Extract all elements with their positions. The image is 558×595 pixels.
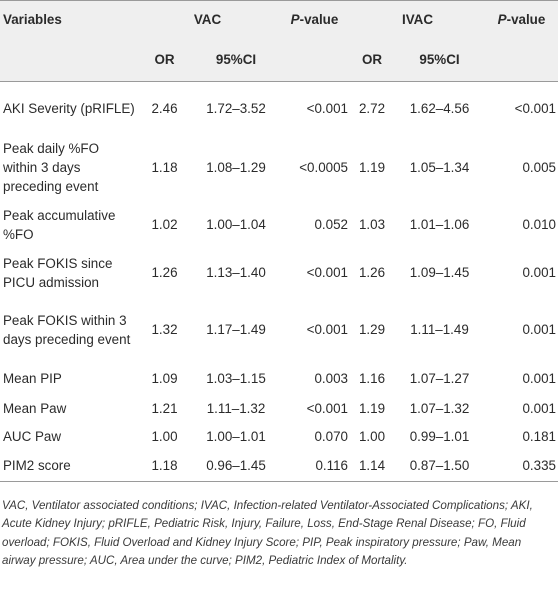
cell-ivac-ci: 1.05–1.34 bbox=[409, 160, 470, 175]
cell-vac-ci: 0.96–1.45 bbox=[193, 449, 279, 482]
table-row: PIM2 score 1.18 0.96–1.45 0.116 1.14 0.8… bbox=[0, 449, 558, 482]
cell-vac-ci: 1.03–1.15 bbox=[206, 371, 266, 386]
table-row: AUC Paw 1.00 1.00–1.01 0.070 1.00 0.99–1… bbox=[0, 423, 558, 450]
table-header: Variables VAC P-value IVAC P-value OR 95… bbox=[0, 0, 558, 82]
cell-vac-or: 1.02 bbox=[151, 217, 178, 232]
cell-ivac-ci: 1.11–1.49 bbox=[410, 322, 469, 337]
cell-ivac-p: 0.001 bbox=[522, 401, 556, 416]
odds-ratio-table: Variables VAC P-value IVAC P-value OR 95… bbox=[0, 0, 558, 482]
cell-vac-p: 0.052 bbox=[314, 217, 348, 232]
cell-ivac-p: <0.001 bbox=[514, 100, 556, 116]
cell-vac-ci: 1.00–1.01 bbox=[206, 428, 266, 444]
cell-ivac-p: 0.005 bbox=[522, 160, 556, 175]
table-row: Peak FOKIS since PICU admission 1.26 1.1… bbox=[0, 249, 558, 297]
header-empty-2 bbox=[279, 37, 350, 82]
cell-vac-or: 1.18 bbox=[136, 449, 193, 482]
cell-ivac-p: 0.001 bbox=[522, 371, 556, 386]
cell-ivac-ci: 1.07–1.32 bbox=[409, 401, 470, 416]
header-ivac-p-rest: -value bbox=[506, 11, 546, 27]
cell-vac-or: 2.46 bbox=[151, 100, 178, 116]
cell-ivac-p: 0.001 bbox=[522, 322, 556, 337]
cell-ivac-ci: 0.99–1.01 bbox=[409, 428, 470, 444]
cell-ivac-ci: 0.87–1.50 bbox=[394, 449, 485, 482]
cell-ivac-p: 0.335 bbox=[485, 449, 558, 482]
cell-variable: Mean PIP bbox=[3, 371, 62, 386]
cell-vac-p: 0.116 bbox=[279, 449, 350, 482]
table-footnote: VAC, Ventilator associated conditions; I… bbox=[2, 499, 533, 568]
cell-ivac-or: 1.19 bbox=[358, 401, 386, 416]
table-row: Mean PIP 1.09 1.03–1.15 0.003 1.16 1.07–… bbox=[0, 363, 558, 395]
cell-ivac-or: 2.72 bbox=[358, 100, 386, 116]
cell-ivac-ci: 1.62–4.56 bbox=[409, 100, 470, 116]
header-vac-pvalue: P-value bbox=[279, 0, 350, 38]
header-row-group: Variables VAC P-value IVAC P-value bbox=[0, 0, 558, 38]
cell-vac-p: 0.070 bbox=[314, 428, 348, 444]
cell-vac-p: 0.003 bbox=[314, 371, 348, 386]
header-ivac-or: OR bbox=[350, 37, 394, 82]
header-vac: VAC bbox=[136, 0, 279, 38]
table-body: AKI Severity (pRIFLE) 2.46 1.72–3.52 <0.… bbox=[0, 82, 558, 482]
header-vac-p-rest: -value bbox=[299, 11, 339, 27]
table-row: Peak accumulative %FO 1.02 1.00–1.04 0.0… bbox=[0, 201, 558, 249]
cell-variable: Peak FOKIS within 3 days preceding event bbox=[3, 312, 131, 347]
cell-ivac-p: 0.181 bbox=[522, 428, 556, 444]
header-vac-or: OR bbox=[136, 37, 193, 82]
cell-ivac-or: 1.19 bbox=[358, 160, 386, 175]
cell-vac-or: 1.21 bbox=[151, 401, 178, 416]
cell-vac-ci: 1.11–1.32 bbox=[206, 401, 266, 416]
cell-variable: Peak daily %FO within 3 days preceding e… bbox=[3, 141, 100, 194]
header-ivac-pvalue: P-value bbox=[485, 0, 558, 38]
cell-vac-or: 1.09 bbox=[151, 371, 178, 386]
cell-vac-ci: 1.00–1.04 bbox=[206, 217, 266, 232]
cell-variable: Peak accumulative %FO bbox=[3, 207, 116, 242]
header-ivac-ci: 95%CI bbox=[394, 37, 485, 82]
cell-vac-p: <0.001 bbox=[306, 265, 348, 280]
cell-ivac-ci: 1.01–1.06 bbox=[409, 217, 470, 232]
table-row: Peak FOKIS within 3 days preceding event… bbox=[0, 297, 558, 363]
cell-vac-p: <0.001 bbox=[306, 322, 348, 337]
cell-vac-or: 1.26 bbox=[151, 265, 178, 280]
cell-ivac-or: 1.29 bbox=[358, 322, 386, 337]
header-empty-1 bbox=[0, 37, 136, 82]
cell-variable: Mean Paw bbox=[3, 401, 67, 416]
cell-vac-ci: 1.08–1.29 bbox=[206, 160, 266, 175]
cell-vac-or: 1.00 bbox=[151, 428, 178, 444]
cell-vac-p: <0.001 bbox=[306, 401, 348, 416]
cell-variable: Peak FOKIS since PICU admission bbox=[3, 255, 113, 290]
header-row-sub: OR 95%CI OR 95%CI bbox=[0, 37, 558, 82]
header-ivac: IVAC bbox=[350, 0, 485, 38]
cell-ivac-p: 0.001 bbox=[522, 265, 556, 280]
cell-variable: AUC Paw bbox=[3, 428, 62, 444]
cell-ivac-ci: 1.09–1.45 bbox=[409, 265, 470, 280]
cell-ivac-or: 1.03 bbox=[358, 217, 386, 232]
cell-vac-or: 1.18 bbox=[151, 160, 178, 175]
header-vac-p-italic: P bbox=[290, 11, 300, 27]
cell-ivac-ci: 1.07–1.27 bbox=[409, 371, 470, 386]
header-vac-ci: 95%CI bbox=[193, 37, 279, 82]
cell-ivac-p: 0.010 bbox=[522, 217, 556, 232]
table-row: Mean Paw 1.21 1.11–1.32 <0.001 1.19 1.07… bbox=[0, 395, 558, 423]
cell-ivac-or: 1.16 bbox=[358, 371, 386, 386]
cell-variable: AKI Severity (pRIFLE) bbox=[3, 100, 135, 116]
cell-variable: PIM2 score bbox=[0, 449, 136, 482]
cell-vac-p: <0.0005 bbox=[299, 160, 348, 175]
cell-vac-ci: 1.72–3.52 bbox=[206, 100, 266, 116]
cell-ivac-or: 1.14 bbox=[350, 449, 394, 482]
cell-ivac-or: 1.26 bbox=[358, 265, 386, 280]
header-ivac-p-italic: P bbox=[497, 11, 507, 27]
cell-vac-or: 1.32 bbox=[151, 322, 178, 337]
cell-vac-ci: 1.17–1.49 bbox=[206, 322, 266, 337]
cell-ivac-or: 1.00 bbox=[358, 428, 386, 444]
cell-vac-ci: 1.13–1.40 bbox=[206, 265, 266, 280]
header-empty-3 bbox=[485, 37, 558, 82]
header-variables: Variables bbox=[0, 0, 136, 38]
table-row: AKI Severity (pRIFLE) 2.46 1.72–3.52 <0.… bbox=[0, 82, 558, 135]
table-row: Peak daily %FO within 3 days preceding e… bbox=[0, 135, 558, 201]
cell-vac-p: <0.001 bbox=[306, 100, 348, 116]
